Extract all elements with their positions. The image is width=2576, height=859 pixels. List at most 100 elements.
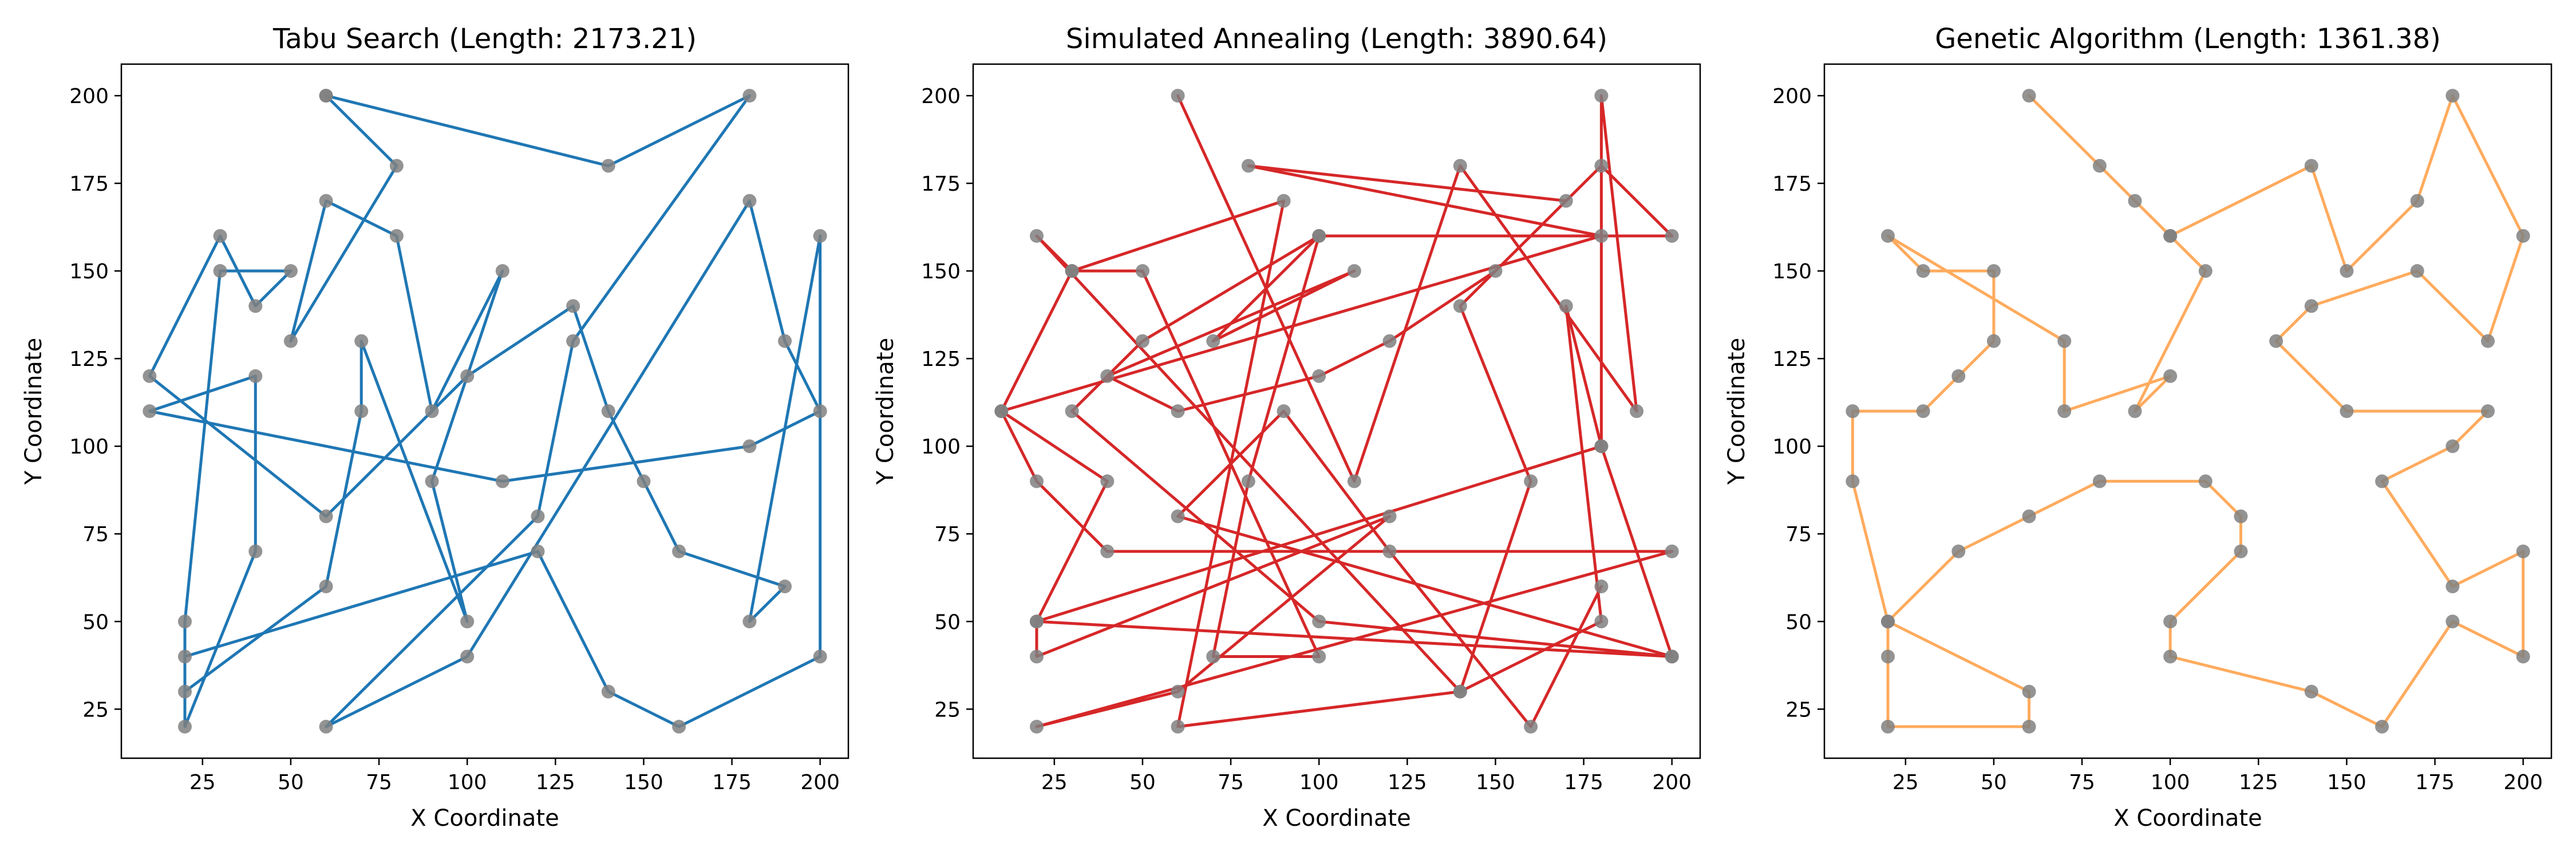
annealing-city-point [1100, 474, 1115, 488]
genetic-city-point [2163, 649, 2178, 664]
tabu-city-point [389, 159, 404, 173]
annealing-city-point [1559, 299, 1573, 313]
annealing-x-tick-label: 100 [1299, 771, 1339, 794]
tabu-city-point [283, 334, 298, 348]
annealing-city-point [1135, 334, 1149, 348]
tabu-city-point [143, 369, 157, 383]
tabu-city-point [531, 509, 545, 523]
annealing-city-point [1524, 474, 1538, 488]
genetic-city-point [1880, 228, 1895, 243]
tabu-city-point [778, 334, 792, 348]
genetic-city-point [2304, 299, 2318, 313]
genetic-city-point [2445, 439, 2460, 454]
tabu-city-point [319, 194, 333, 208]
tabu-x-tick-label: 175 [712, 771, 752, 794]
genetic-city-point [1880, 719, 1895, 734]
genetic-city-point [2092, 474, 2107, 488]
tabu-y-tick-label: 50 [82, 610, 109, 634]
annealing-city-point [1665, 228, 1679, 243]
annealing-x-tick-label: 25 [1041, 771, 1068, 794]
tabu-city-point [213, 228, 227, 243]
tabu-city-point [601, 684, 615, 699]
annealing-chart-title: Simulated Annealing (Length: 3890.64) [1066, 23, 1607, 55]
tabu-city-point [248, 369, 263, 383]
tabu-city-point [425, 404, 439, 418]
genetic-city-point [1951, 544, 1966, 558]
genetic-city-point [2410, 264, 2424, 278]
genetic-x-tick-label: 25 [1893, 771, 1919, 794]
genetic-chart-title: Genetic Algorithm (Length: 1361.38) [1935, 23, 2441, 55]
tabu-x-tick-label: 200 [800, 771, 840, 794]
tabu-city-point [813, 228, 827, 243]
annealing-city-point [1029, 719, 1044, 734]
genetic-city-point [2445, 89, 2460, 103]
annealing-city-point [1665, 544, 1679, 558]
genetic-city-point [2057, 334, 2072, 348]
tabu-city-point [143, 404, 157, 418]
tabu-city-point [177, 719, 192, 734]
annealing-city-point [1312, 369, 1326, 383]
tabu-city-point [566, 334, 580, 348]
tabu-city-point [319, 509, 333, 523]
annealing-city-point [1630, 404, 1644, 418]
genetic-city-point [2022, 684, 2036, 699]
annealing-y-tick-label: 200 [921, 85, 961, 108]
annealing-city-point [1347, 264, 1361, 278]
annealing-y-tick-label: 50 [934, 610, 961, 634]
genetic-city-point [2092, 159, 2107, 173]
genetic-city-point [1846, 404, 1860, 418]
genetic-city-point [2340, 404, 2354, 418]
tabu-city-point [637, 474, 651, 488]
tabu-chart-title: Tabu Search (Length: 2173.21) [272, 23, 697, 55]
annealing-tour-line [999, 94, 1674, 728]
tabu-city-point [319, 89, 333, 103]
tabu-y-tick-label: 100 [69, 435, 109, 459]
genetic-city-point [2340, 264, 2354, 278]
annealing-city-point [994, 404, 1009, 418]
tabu-city-point [601, 404, 615, 418]
annealing-x-tick-label: 175 [1564, 771, 1603, 794]
genetic-y-tick-label: 175 [1772, 172, 1812, 196]
genetic-city-point [1916, 404, 1930, 418]
annealing-x-tick-label: 75 [1218, 771, 1244, 794]
annealing-city-point [1382, 334, 1397, 348]
tabu-city-point [319, 719, 333, 734]
annealing-city-point [1347, 474, 1361, 488]
genetic-axes-frame [1823, 63, 2553, 759]
genetic-city-point [2304, 684, 2318, 699]
annealing-city-point [1206, 649, 1220, 664]
annealing-city-point [1135, 264, 1149, 278]
annealing-city-point [1312, 614, 1326, 629]
annealing-city-point [1171, 404, 1185, 418]
genetic-city-point [2304, 159, 2318, 173]
genetic-city-point [2128, 194, 2142, 208]
genetic-x-tick-label: 75 [2069, 771, 2095, 794]
genetic-city-point [1880, 649, 1895, 664]
annealing-city-point [1594, 614, 1609, 629]
tabu-city-point [177, 684, 192, 699]
annealing-city-point [1241, 474, 1255, 488]
genetic-city-point [2481, 404, 2495, 418]
annealing-x-tick-label: 125 [1388, 771, 1427, 794]
genetic-tour-line [1851, 94, 2525, 728]
tabu-city-point [213, 264, 227, 278]
annealing-city-point [1171, 509, 1185, 523]
annealing-city-point [1029, 649, 1044, 664]
annealing-city-point [1029, 228, 1044, 243]
annealing-y-tick-label: 175 [921, 172, 961, 196]
tabu-city-point [495, 474, 509, 488]
annealing-chart: 25 50 75 100 125 150 175 200 25 50 75 100 125 150 175 2… [872, 23, 1701, 832]
tabu-city-point [177, 614, 192, 629]
annealing-city-point [1241, 159, 1255, 173]
annealing-x-tick-label: 200 [1652, 771, 1692, 794]
genetic-city-point [1986, 334, 2001, 348]
genetic-city-point [2445, 580, 2460, 594]
annealing-city-point [1277, 404, 1291, 418]
tabu-city-point [248, 299, 263, 313]
tabu-city-point [389, 228, 404, 243]
genetic-city-point [2128, 404, 2142, 418]
annealing-city-point [1029, 614, 1044, 629]
annealing-y-tick-label: 100 [921, 435, 961, 459]
genetic-y-tick-label: 50 [1785, 610, 1812, 634]
genetic-city-point [2445, 614, 2460, 629]
